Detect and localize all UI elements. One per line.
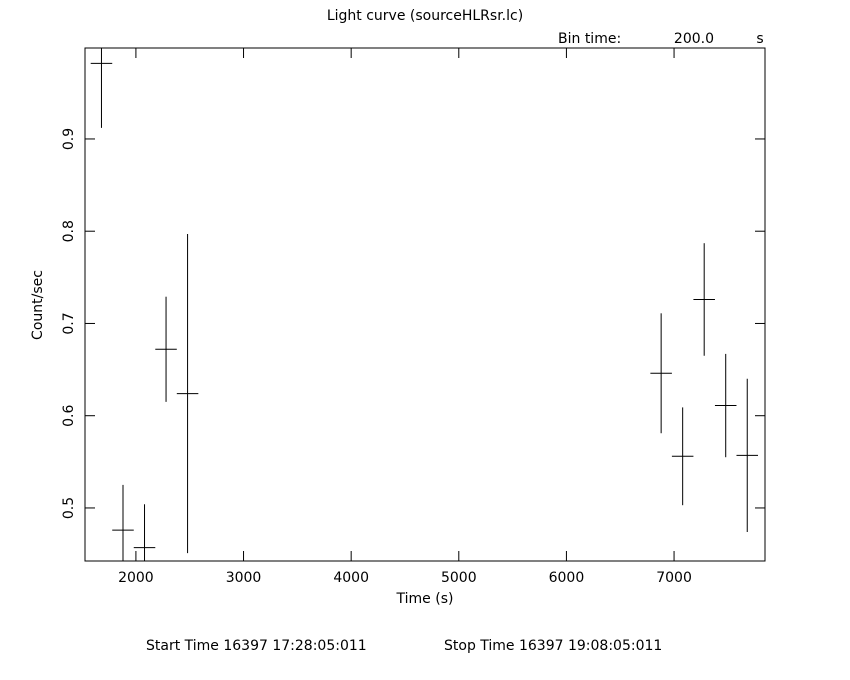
x-tick-label: 2000 xyxy=(118,570,154,586)
plot-area xyxy=(90,48,759,561)
y-tick-label: 0.7 xyxy=(61,312,77,334)
x-tick-label: 3000 xyxy=(226,570,262,586)
start-time: Start Time 16397 17:28:05:011 xyxy=(146,638,367,654)
y-tick-label: 0.5 xyxy=(61,497,77,519)
chart-title: Light curve (sourceHLRsr.lc) xyxy=(327,8,523,24)
x-tick-label: 5000 xyxy=(441,570,477,586)
y-axis-label: Count/sec xyxy=(30,270,46,340)
stop-time: Stop Time 16397 19:08:05:011 xyxy=(444,638,662,654)
x-tick-label: 4000 xyxy=(333,570,369,586)
plot-frame xyxy=(84,47,766,562)
bin-time-label: Bin time: xyxy=(558,31,621,47)
bin-time-unit: s xyxy=(756,31,763,47)
x-tick-label: 7000 xyxy=(656,570,692,586)
bin-time: 200.0 xyxy=(674,31,714,47)
y-tick-label: 0.6 xyxy=(61,404,77,426)
y-tick-label: 0.8 xyxy=(61,220,77,242)
x-axis-label: Time (s) xyxy=(396,591,454,607)
y-tick-label: 0.9 xyxy=(61,128,77,150)
x-tick-label: 6000 xyxy=(549,570,585,586)
